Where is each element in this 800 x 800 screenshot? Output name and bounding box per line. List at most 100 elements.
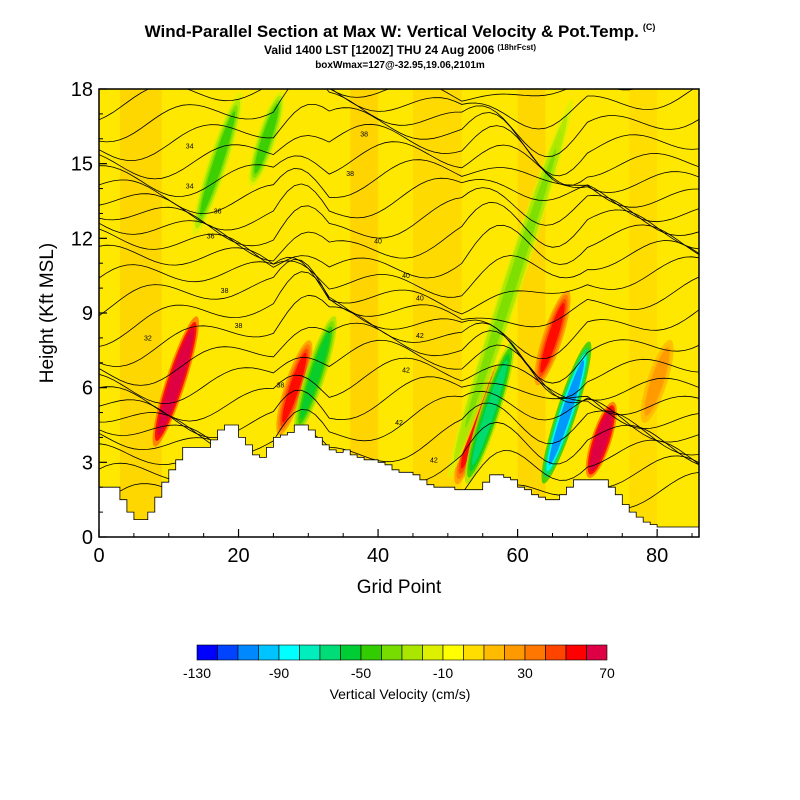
w-feature-layer: [472, 360, 508, 465]
colorbar-swatch: [381, 644, 403, 661]
colorbar-swatch: [217, 644, 239, 661]
chart-title: Wind-Parallel Section at Max W: Vertical…: [0, 22, 800, 42]
colorbar-swatch: [422, 644, 444, 661]
colorbar: -130 -90 -50 -10 30 70: [183, 644, 615, 681]
theta-contour-line: [99, 357, 699, 422]
colorbar-swatch: [340, 644, 362, 661]
w-feature-layer: [540, 302, 565, 373]
w-feature-layer: [282, 352, 307, 423]
x-tick-label: 40: [367, 545, 389, 567]
theta-contour-line: [99, 240, 699, 298]
y-tick-label: 12: [71, 228, 93, 250]
colorbar-swatch: [278, 644, 300, 661]
theta-contour-label: 40: [416, 296, 424, 303]
w-feature-1: [192, 92, 243, 235]
chart-subtitle-tag: (18hrFcst): [497, 43, 536, 52]
theta-contour-line: [99, 224, 699, 279]
theta-contour-label: 42: [416, 333, 424, 340]
colorbar-tick-label: 70: [599, 665, 615, 681]
colorbar-swatch: [319, 644, 341, 661]
y-tick-label: 18: [71, 79, 93, 101]
colorbar-swatch: [565, 644, 587, 661]
theta-contour-label: 40: [374, 238, 382, 245]
theta-contour-label: 42: [430, 457, 438, 464]
theta-contour-line: [99, 390, 699, 455]
colorbar-title: Vertical Velocity (cm/s): [330, 686, 471, 702]
theta-contour-label: 34: [186, 144, 194, 151]
w-feature-layer: [159, 333, 192, 430]
colorbar-tick-label: 30: [517, 665, 533, 681]
y-axis-label: Height (Kft MSL): [37, 243, 58, 383]
x-axis-label: Grid Point: [357, 577, 442, 598]
w-feature-3: [276, 340, 313, 436]
theta-contour-label: 38: [221, 288, 229, 295]
colorbar-swatch: [237, 644, 259, 661]
theta-contour-line: [99, 256, 699, 315]
theta-contour-label: 36: [214, 208, 222, 215]
theta-contour-label: 42: [395, 420, 403, 427]
field-band-0: [119, 89, 162, 537]
theta-contours: [99, 89, 699, 535]
theta-contour-labels: 32 34 34 36 36 38 38 38 38 38 40 40 40 42 42 42 42: [144, 131, 438, 464]
y-tick-label: 0: [82, 527, 93, 549]
theta-contour-line: [99, 104, 699, 177]
theta-contour-label: 34: [186, 184, 194, 191]
chart-title-text: Wind-Parallel Section at Max W: Vertical…: [144, 22, 639, 41]
colorbar-tick-label: -50: [351, 665, 371, 681]
theta-contour-label: 38: [235, 323, 243, 330]
y-tick-label: 3: [82, 452, 93, 474]
y-tick-label: 9: [82, 303, 93, 325]
terrain-mask: [99, 424, 699, 537]
w-feature-layer: [199, 111, 236, 217]
theta-contour-line: [99, 89, 694, 130]
theta-contour-line: [99, 271, 699, 360]
theta-contour-line: [99, 258, 699, 328]
colorbar-swatch: [360, 644, 382, 661]
theta-contour-line: [99, 159, 699, 215]
theta-contour-line: [99, 339, 699, 404]
w-feature-layer: [465, 148, 557, 428]
w-feature-layer: [591, 411, 612, 468]
theta-contour-line: [99, 141, 699, 197]
w-feature-2: [248, 91, 285, 187]
theta-contour-label: 36: [207, 233, 215, 240]
theta-contour-label: 38: [276, 383, 284, 390]
plot-area: 32 34 34 36 36 38 38 38 38 38 40 40 40 42 42 42 42: [99, 89, 699, 537]
theta-contour-line: [99, 294, 699, 384]
colorbar-tick-label: -90: [269, 665, 289, 681]
w-feature-10: [585, 401, 617, 478]
theta-contour-label: 40: [402, 273, 410, 280]
colorbar-swatch: [299, 644, 321, 661]
w-feature-11: [640, 339, 674, 423]
theta-contour-line: [99, 201, 699, 262]
theta-contour-label: 32: [144, 335, 152, 342]
colorbar-swatch: [483, 644, 505, 661]
theta-contour-line: [99, 322, 699, 398]
theta-contour-line: [99, 187, 699, 247]
chart-title-tag: (C): [642, 22, 656, 32]
w-feature-7: [448, 98, 573, 478]
w-feature-layer: [254, 103, 279, 174]
w-feature-4: [293, 315, 337, 435]
chart-subtitle-box: boxWmax=127@-32.95,19.06,2101m: [315, 60, 485, 71]
colorbar-swatch: [524, 644, 546, 661]
field-band-4: [629, 89, 658, 537]
theta-contour-label: 42: [402, 368, 410, 375]
theta-contour-line: [99, 89, 699, 158]
w-feature-layer: [646, 350, 669, 413]
theta-contour-line: [99, 376, 699, 438]
y-tick-label: 6: [82, 378, 93, 400]
colorbar-swatch: [504, 644, 526, 661]
x-tick-label: 20: [227, 545, 249, 567]
field-band-3: [517, 89, 546, 537]
colorbar-swatch: [463, 644, 485, 661]
w-feature-6: [464, 341, 515, 484]
colorbar-tick-label: -10: [433, 665, 453, 681]
x-tick-label: 0: [93, 545, 104, 567]
colorbar-tick-label: -130: [183, 665, 211, 681]
theta-contour-label: 38: [360, 131, 368, 138]
x-tick-label: 80: [646, 545, 668, 567]
colorbar-swatch: [545, 644, 567, 661]
colorbar-swatch: [196, 644, 218, 661]
